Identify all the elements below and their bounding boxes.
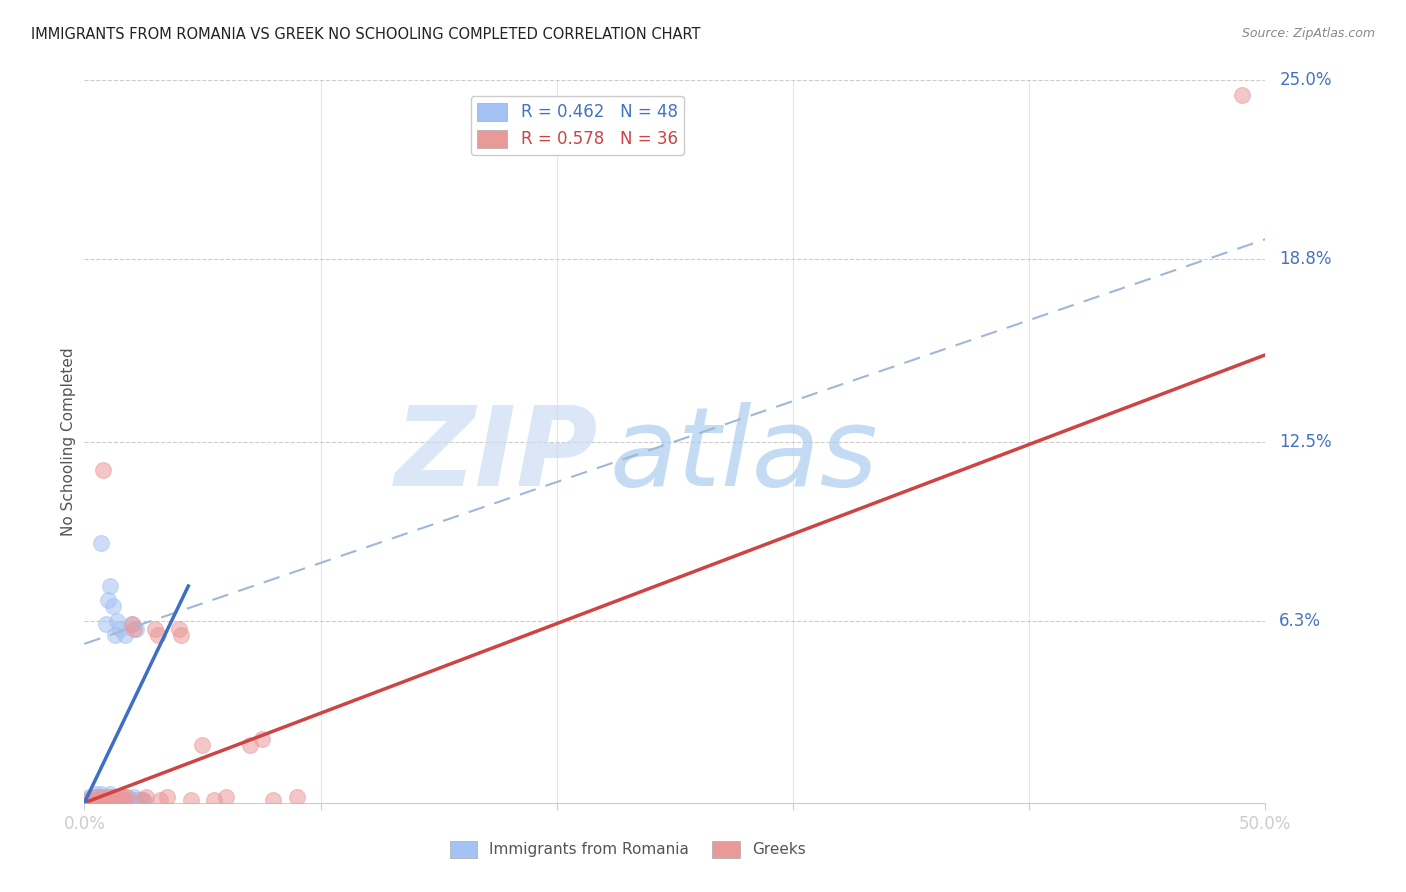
- Text: IMMIGRANTS FROM ROMANIA VS GREEK NO SCHOOLING COMPLETED CORRELATION CHART: IMMIGRANTS FROM ROMANIA VS GREEK NO SCHO…: [31, 27, 700, 42]
- Point: [115, 793, 138, 807]
- Point: [111, 793, 134, 807]
- Point: [94, 616, 117, 631]
- Y-axis label: No Schooling Completed: No Schooling Completed: [60, 347, 76, 536]
- Text: Source: ZipAtlas.com: Source: ZipAtlas.com: [1241, 27, 1375, 40]
- Point: [121, 616, 143, 631]
- Point: [90, 790, 112, 805]
- Point: [114, 790, 136, 805]
- Point: [104, 790, 127, 805]
- Point: [108, 793, 131, 807]
- Point: [87, 790, 110, 805]
- Point: [180, 793, 202, 807]
- Point: [135, 790, 157, 805]
- Point: [107, 793, 129, 807]
- Point: [115, 790, 138, 805]
- Point: [98, 787, 121, 801]
- Point: [77, 790, 100, 805]
- Point: [91, 793, 114, 807]
- Point: [91, 793, 114, 807]
- Point: [118, 793, 141, 807]
- Point: [146, 628, 169, 642]
- Point: [104, 793, 127, 807]
- Point: [101, 599, 124, 614]
- Point: [87, 793, 110, 807]
- Point: [77, 793, 100, 807]
- Text: 25.0%: 25.0%: [1279, 71, 1331, 89]
- Point: [98, 793, 121, 807]
- Point: [262, 793, 284, 807]
- Point: [167, 623, 190, 637]
- Point: [191, 738, 214, 752]
- Point: [132, 793, 155, 807]
- Point: [128, 793, 150, 807]
- Point: [122, 790, 145, 805]
- Point: [125, 793, 148, 807]
- Point: [94, 790, 117, 805]
- Text: 18.8%: 18.8%: [1279, 251, 1331, 268]
- Point: [83, 790, 105, 805]
- Point: [91, 463, 114, 477]
- Point: [108, 623, 131, 637]
- Text: 12.5%: 12.5%: [1279, 433, 1331, 450]
- Point: [170, 628, 193, 642]
- Point: [129, 793, 152, 807]
- Point: [108, 790, 131, 805]
- Point: [114, 793, 136, 807]
- Point: [90, 535, 112, 549]
- Point: [108, 793, 131, 807]
- Point: [80, 790, 103, 805]
- Point: [84, 787, 107, 801]
- Point: [84, 790, 107, 805]
- Point: [121, 793, 143, 807]
- Point: [101, 793, 124, 807]
- Point: [202, 793, 225, 807]
- Point: [239, 738, 262, 752]
- Point: [94, 793, 117, 807]
- Point: [83, 793, 105, 807]
- Point: [132, 793, 155, 807]
- Point: [285, 790, 308, 805]
- Text: atlas: atlas: [610, 402, 879, 509]
- Point: [98, 793, 121, 807]
- Point: [250, 732, 273, 747]
- Point: [97, 793, 120, 807]
- Point: [149, 793, 172, 807]
- Point: [104, 793, 127, 807]
- Point: [215, 790, 238, 805]
- Point: [101, 790, 124, 805]
- Point: [156, 790, 179, 805]
- Point: [80, 793, 103, 807]
- Point: [87, 793, 110, 807]
- Text: ZIP: ZIP: [395, 402, 598, 509]
- Point: [111, 790, 134, 805]
- Point: [77, 793, 100, 807]
- Point: [104, 790, 127, 805]
- Point: [90, 793, 112, 807]
- Point: [121, 616, 143, 631]
- Point: [1230, 87, 1253, 102]
- Text: 6.3%: 6.3%: [1279, 612, 1322, 630]
- Point: [98, 579, 121, 593]
- Point: [90, 787, 112, 801]
- Point: [114, 628, 136, 642]
- Legend: Immigrants from Romania, Greeks: Immigrants from Romania, Greeks: [443, 835, 811, 863]
- Point: [80, 793, 103, 807]
- Point: [97, 790, 120, 805]
- Point: [97, 790, 120, 805]
- Point: [143, 623, 166, 637]
- Point: [91, 790, 114, 805]
- Point: [97, 593, 120, 607]
- Point: [104, 628, 127, 642]
- Point: [76, 793, 98, 807]
- Point: [94, 793, 117, 807]
- Point: [107, 614, 129, 628]
- Point: [84, 793, 107, 807]
- Point: [122, 623, 145, 637]
- Point: [125, 623, 148, 637]
